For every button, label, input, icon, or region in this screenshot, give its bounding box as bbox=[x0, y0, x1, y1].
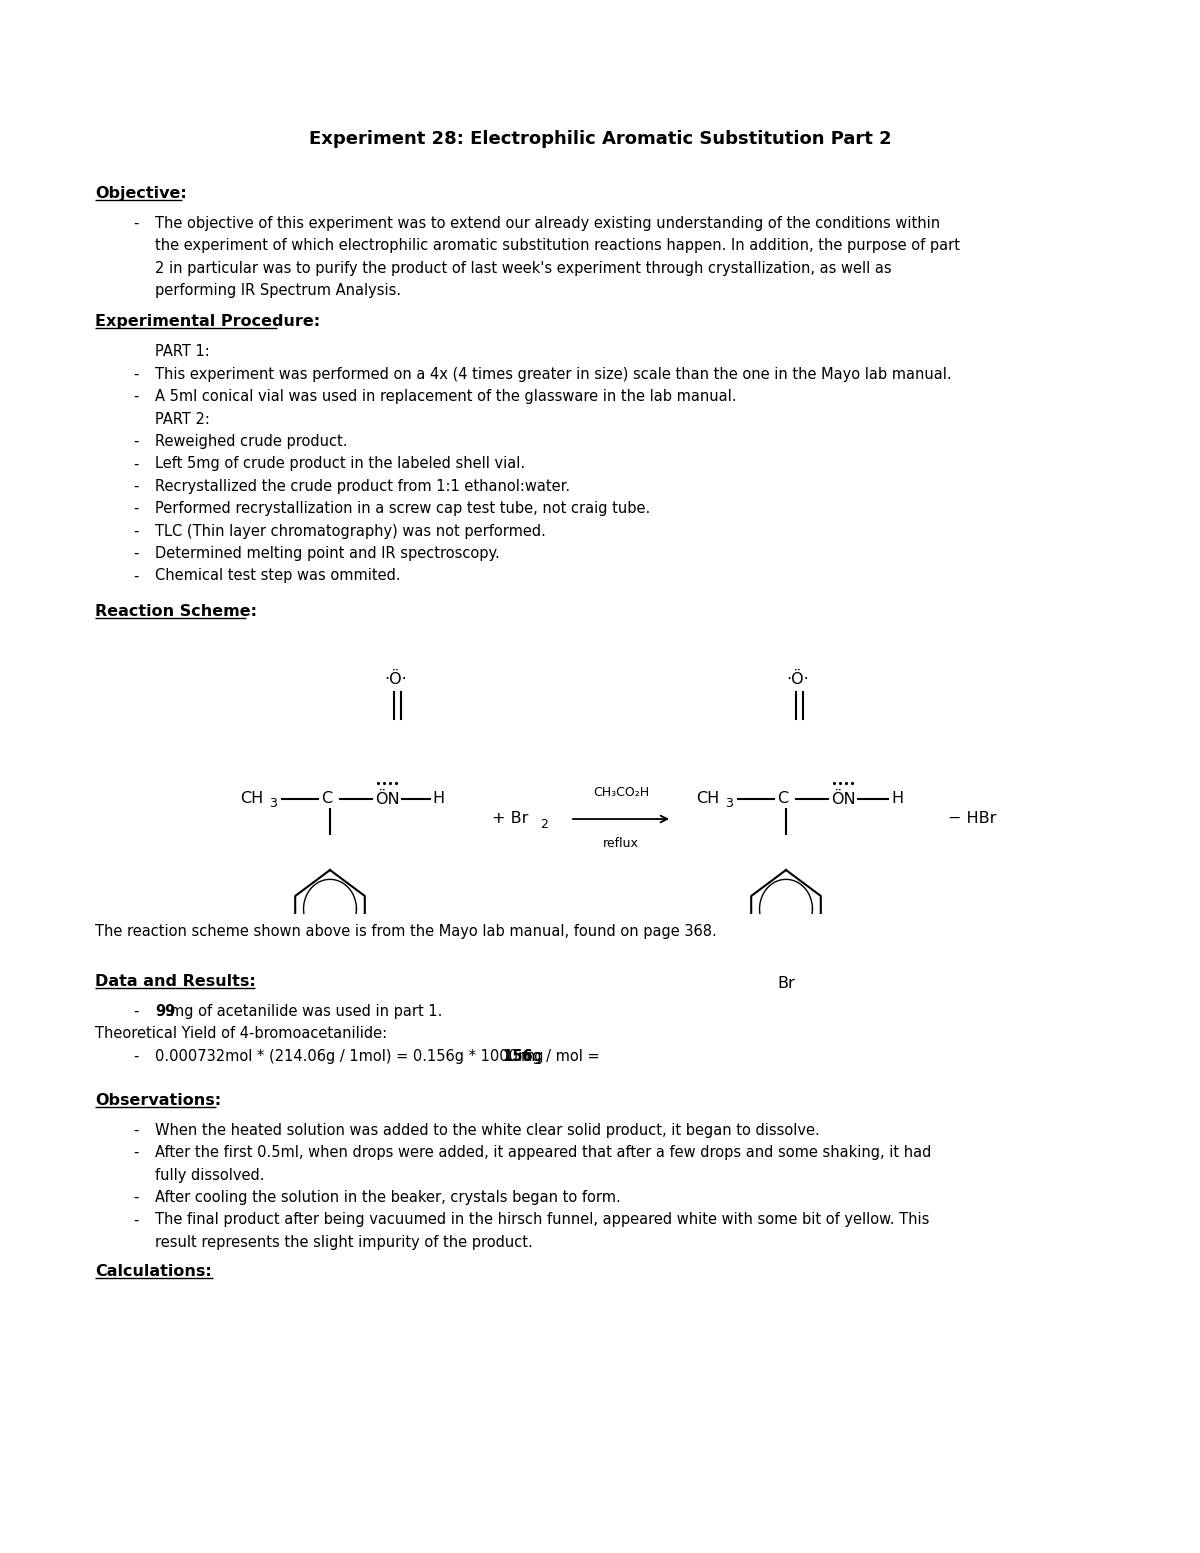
Text: -: - bbox=[133, 216, 138, 231]
Text: mg: mg bbox=[521, 1048, 545, 1064]
Text: After cooling the solution in the beaker, crystals began to form.: After cooling the solution in the beaker… bbox=[155, 1190, 620, 1205]
Text: PART 2:: PART 2: bbox=[155, 412, 210, 427]
Text: H: H bbox=[432, 792, 444, 806]
Text: The final product after being vacuumed in the hirsch funnel, appeared white with: The final product after being vacuumed i… bbox=[155, 1213, 929, 1227]
Text: -: - bbox=[133, 523, 138, 539]
Text: ·Ö·: ·Ö· bbox=[787, 672, 809, 686]
Text: -: - bbox=[133, 1190, 138, 1205]
Text: 2: 2 bbox=[540, 818, 548, 831]
Text: C: C bbox=[778, 792, 788, 806]
Text: fully dissolved.: fully dissolved. bbox=[155, 1168, 264, 1182]
Text: -: - bbox=[133, 390, 138, 404]
Text: Observations:: Observations: bbox=[95, 1093, 221, 1107]
Text: Recrystallized the crude product from 1:1 ethanol:water.: Recrystallized the crude product from 1:… bbox=[155, 478, 570, 494]
Text: -: - bbox=[133, 502, 138, 516]
Text: -: - bbox=[133, 478, 138, 494]
Text: ·Ö·: ·Ö· bbox=[385, 672, 407, 686]
Text: 3: 3 bbox=[725, 798, 733, 811]
Text: Theoretical Yield of 4-bromoacetanilide:: Theoretical Yield of 4-bromoacetanilide: bbox=[95, 1027, 388, 1042]
Text: 0.000732mol * (214.06g / 1mol) = 0.156g * 1000mg / mol =: 0.000732mol * (214.06g / 1mol) = 0.156g … bbox=[155, 1048, 605, 1064]
Text: -: - bbox=[133, 1145, 138, 1160]
Text: -: - bbox=[133, 1003, 138, 1019]
Text: -: - bbox=[133, 547, 138, 561]
Text: Data and Results:: Data and Results: bbox=[95, 974, 256, 989]
Text: + Br: + Br bbox=[492, 812, 528, 826]
Text: ÖN: ÖN bbox=[832, 792, 857, 806]
Text: CH: CH bbox=[696, 792, 719, 806]
Text: Left 5mg of crude product in the labeled shell vial.: Left 5mg of crude product in the labeled… bbox=[155, 457, 526, 472]
Text: The objective of this experiment was to extend our already existing understandin: The objective of this experiment was to … bbox=[155, 216, 940, 231]
Text: This experiment was performed on a 4x (4 times greater in size) scale than the o: This experiment was performed on a 4x (4… bbox=[155, 367, 952, 382]
Text: ÖN: ÖN bbox=[376, 792, 401, 806]
Text: reflux: reflux bbox=[604, 837, 638, 849]
Text: -: - bbox=[133, 1048, 138, 1064]
Text: H: H bbox=[892, 792, 904, 806]
Text: CH₃CO₂H: CH₃CO₂H bbox=[593, 786, 649, 798]
Text: -: - bbox=[133, 1213, 138, 1227]
Text: CH: CH bbox=[240, 792, 263, 806]
Text: -: - bbox=[133, 1123, 138, 1138]
Text: Performed recrystallization in a screw cap test tube, not craig tube.: Performed recrystallization in a screw c… bbox=[155, 502, 650, 516]
Text: Br: Br bbox=[778, 975, 794, 991]
Text: 99: 99 bbox=[155, 1003, 175, 1019]
Text: Chemical test step was ommited.: Chemical test step was ommited. bbox=[155, 568, 401, 584]
Text: C: C bbox=[322, 792, 332, 806]
Text: performing IR Spectrum Analysis.: performing IR Spectrum Analysis. bbox=[155, 283, 401, 298]
Text: The reaction scheme shown above is from the Mayo lab manual, found on page 368.: The reaction scheme shown above is from … bbox=[95, 924, 716, 940]
Text: the experiment of which electrophilic aromatic substitution reactions happen. In: the experiment of which electrophilic ar… bbox=[155, 239, 960, 253]
Text: -: - bbox=[133, 367, 138, 382]
Text: − HBr: − HBr bbox=[948, 812, 996, 826]
Text: -: - bbox=[133, 568, 138, 584]
Text: 3: 3 bbox=[269, 798, 277, 811]
Text: Determined melting point and IR spectroscopy.: Determined melting point and IR spectros… bbox=[155, 547, 499, 561]
Text: Calculations:: Calculations: bbox=[95, 1264, 211, 1278]
Text: -: - bbox=[133, 433, 138, 449]
Text: 2 in particular was to purify the product of last week's experiment through crys: 2 in particular was to purify the produc… bbox=[155, 261, 892, 276]
Text: mg of acetanilide was used in part 1.: mg of acetanilide was used in part 1. bbox=[170, 1003, 443, 1019]
Text: 156: 156 bbox=[503, 1048, 533, 1064]
Text: Objective:: Objective: bbox=[95, 186, 187, 200]
Text: Experimental Procedure:: Experimental Procedure: bbox=[95, 314, 320, 329]
Text: Experiment 28: Electrophilic Aromatic Substitution Part 2: Experiment 28: Electrophilic Aromatic Su… bbox=[308, 130, 892, 148]
Text: When the heated solution was added to the white clear solid product, it began to: When the heated solution was added to th… bbox=[155, 1123, 820, 1138]
Text: After the first 0.5ml, when drops were added, it appeared that after a few drops: After the first 0.5ml, when drops were a… bbox=[155, 1145, 931, 1160]
Text: PART 1:: PART 1: bbox=[155, 345, 210, 359]
Text: A 5ml conical vial was used in replacement of the glassware in the lab manual.: A 5ml conical vial was used in replaceme… bbox=[155, 390, 737, 404]
Text: Reweighed crude product.: Reweighed crude product. bbox=[155, 433, 348, 449]
Text: TLC (Thin layer chromatography) was not performed.: TLC (Thin layer chromatography) was not … bbox=[155, 523, 546, 539]
Text: -: - bbox=[133, 457, 138, 472]
Text: Reaction Scheme:: Reaction Scheme: bbox=[95, 604, 257, 620]
Text: result represents the slight impurity of the product.: result represents the slight impurity of… bbox=[155, 1235, 533, 1250]
